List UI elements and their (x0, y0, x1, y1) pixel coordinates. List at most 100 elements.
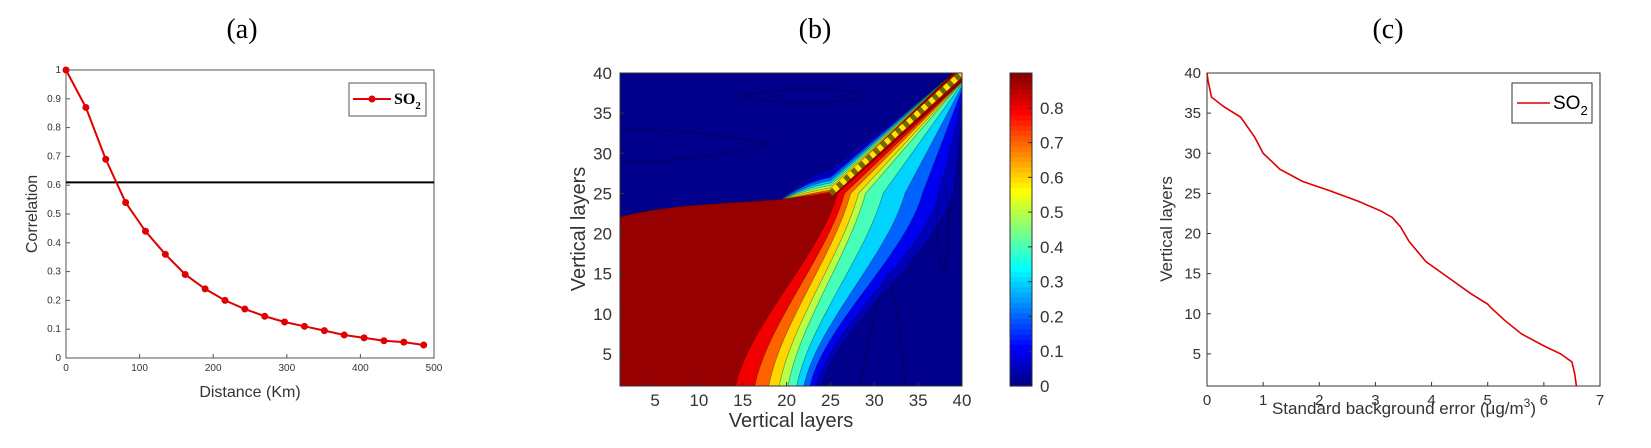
data-point (281, 318, 289, 326)
colorbar-swatch (1010, 344, 1032, 351)
colorbar-swatch (1010, 177, 1032, 184)
panel-a-chart: 0 100 200 300 400 500 0 0.1 0.2 0.3 0.4 0.5 0.6 0.7 0.… (24, 65, 443, 401)
colorbar-swatch (1010, 359, 1032, 366)
x-tick-label: 200 (205, 363, 222, 374)
x-tick-label: 15 (733, 391, 752, 410)
y-tick-label: 0.2 (47, 295, 61, 306)
colorbar-swatch (1010, 203, 1032, 210)
y-tick-label: 1 (55, 65, 61, 76)
colorbar-swatch (1010, 198, 1032, 205)
x-tick-label: 4 (1427, 392, 1435, 409)
colorbar-tick-label: 0 (1040, 377, 1049, 396)
colorbar-swatch (1010, 208, 1032, 215)
colorbar-swatch (1010, 219, 1032, 225)
panel-a-legend-label: SO2 (394, 91, 421, 112)
data-point (201, 285, 209, 293)
colorbar-swatch (1010, 119, 1032, 126)
colorbar-swatch (1010, 281, 1032, 288)
colorbar-swatch (1010, 88, 1032, 95)
colorbar-swatch (1010, 323, 1032, 330)
data-point (360, 334, 368, 342)
colorbar-swatch (1010, 172, 1032, 178)
colorbar-swatch (1010, 109, 1032, 116)
y-tick-label: 15 (593, 265, 612, 284)
panel-b-plot-area (619, 72, 963, 387)
colorbar-swatch (1010, 380, 1032, 387)
panel-a-xlabel: Distance (Km) (199, 384, 300, 401)
panel-b-title: (b) (799, 14, 832, 45)
x-tick-label: 20 (777, 391, 796, 410)
colorbar-swatch (1010, 239, 1032, 246)
y-tick-label: 40 (1184, 65, 1201, 82)
colorbar-swatch (1010, 255, 1032, 262)
panel-c-title: (c) (1372, 14, 1403, 45)
colorbar-swatch (1010, 297, 1032, 304)
data-point (141, 227, 149, 235)
colorbar-swatch (1010, 151, 1032, 158)
colorbar-swatch (1010, 318, 1032, 324)
colorbar-swatch (1010, 182, 1032, 189)
y-tick-label: 10 (593, 305, 612, 324)
x-tick-label: 400 (352, 363, 369, 374)
x-tick-label: 1 (1259, 392, 1267, 409)
y-tick-label: 10 (1184, 306, 1201, 323)
colorbar-tick-label: 0.5 (1040, 203, 1064, 222)
x-tick-label: 10 (689, 391, 708, 410)
x-tick-label: 2 (1315, 392, 1323, 409)
colorbar-tick-label: 0.8 (1040, 99, 1064, 118)
x-tick-label: 100 (131, 363, 148, 374)
y-tick-label: 0 (55, 353, 61, 364)
colorbar-swatch (1010, 130, 1032, 137)
colorbar-swatch (1010, 266, 1032, 272)
x-tick-label: 6 (1540, 392, 1548, 409)
y-tick-label: 35 (1184, 105, 1201, 122)
colorbar-swatch (1010, 99, 1032, 105)
y-tick-label: 0.6 (47, 180, 61, 191)
data-point (122, 198, 130, 206)
y-tick-label: 0.8 (47, 123, 61, 134)
data-point (241, 305, 249, 313)
panel-b-chart: 5 10 15 20 25 30 35 40 5 10 15 20 25 30 35 40 Vertical … (568, 64, 1064, 432)
colorbar-swatch (1010, 250, 1032, 257)
colorbar-swatch (1010, 114, 1032, 121)
panel-a-title: (a) (226, 14, 257, 45)
y-tick-label: 0.9 (47, 94, 61, 105)
colorbar-swatch (1010, 78, 1032, 85)
y-tick-label: 30 (593, 144, 612, 163)
x-tick-label: 30 (865, 391, 884, 410)
colorbar-swatch (1010, 93, 1032, 100)
data-point (320, 327, 328, 335)
colorbar-swatch (1010, 104, 1032, 111)
x-tick-label: 35 (909, 391, 928, 410)
data-point (221, 296, 229, 304)
colorbar-swatch (1010, 302, 1032, 309)
colorbar-tick-label: 0.2 (1040, 307, 1064, 326)
y-tick-label: 0.4 (47, 238, 61, 249)
x-tick-label: 25 (821, 391, 840, 410)
x-tick-label: 7 (1596, 392, 1604, 409)
colorbar-swatch (1010, 260, 1032, 267)
x-tick-label: 5 (1484, 392, 1492, 409)
data-point (261, 312, 269, 320)
colorbar-swatch (1010, 224, 1032, 231)
heatmap-diagonal (828, 73, 962, 196)
panel-c-legend: SO2 (1511, 82, 1593, 124)
data-point (400, 338, 408, 346)
x-tick-label: 40 (953, 391, 972, 410)
colorbar-tick-label: 0.1 (1040, 342, 1064, 361)
colorbar-swatch (1010, 292, 1032, 298)
colorbar-swatch (1010, 156, 1032, 163)
panel-c-ylabel: Vertical layers (1157, 176, 1176, 282)
panel-b-ylabel: Vertical layers (568, 167, 590, 292)
colorbar-swatch (1010, 333, 1032, 340)
colorbar-swatch (1010, 370, 1032, 377)
data-point (300, 322, 308, 330)
colorbar-swatch (1010, 354, 1032, 361)
colorbar-swatch (1010, 349, 1032, 356)
colorbar-swatch (1010, 213, 1032, 220)
colorbar-swatch (1010, 276, 1032, 283)
panel-c-plot-area (1206, 72, 1601, 387)
data-point (102, 155, 110, 163)
x-tick-label: 300 (278, 363, 295, 374)
colorbar-swatch (1010, 161, 1032, 168)
